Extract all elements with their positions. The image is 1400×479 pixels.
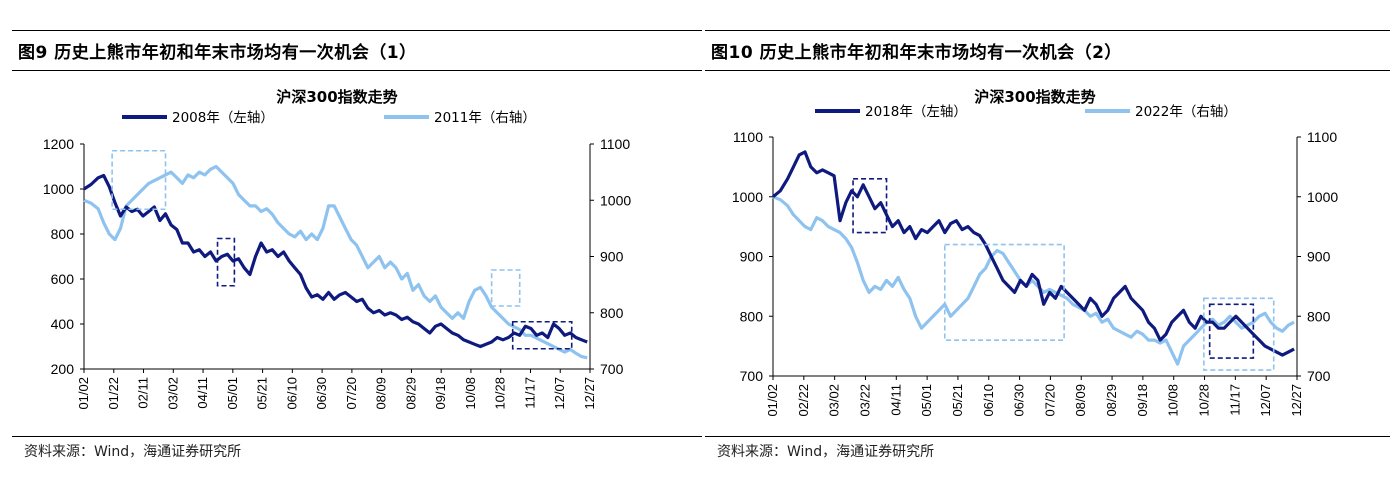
right-tick-label: 1100: [600, 136, 630, 152]
left-tick-label: 700: [740, 368, 764, 384]
right-tick-label: 800: [1307, 308, 1331, 324]
x-tick-label: 12/07: [1258, 384, 1273, 417]
x-tick-label: 07/20: [1042, 384, 1057, 417]
x-tick-label: 05/21: [255, 377, 270, 410]
right-tick-label: 700: [1307, 368, 1331, 384]
left-tick-label: 900: [740, 249, 764, 265]
x-tick-label: 10/08: [1166, 384, 1181, 417]
x-tick-label: 08/29: [403, 377, 418, 410]
bottom-rule: [12, 436, 702, 437]
x-tick-label: 10/28: [1197, 384, 1212, 417]
legend-label: 2008年（左轴）: [172, 110, 274, 126]
x-tick-label: 12/07: [552, 377, 567, 410]
highlight-box: [943, 243, 1065, 341]
x-tick-label: 12/27: [582, 377, 597, 410]
bottom-rule: [705, 436, 1390, 437]
x-tick-label: 10/28: [493, 377, 508, 410]
left-tick-label: 800: [740, 308, 764, 324]
x-tick-label: 07/20: [344, 377, 359, 410]
x-tick-label: 09/18: [1135, 384, 1150, 417]
x-tick-label: 03/02: [165, 377, 180, 410]
series-line-right: [772, 195, 1295, 366]
figure-10-panel: 图10 历史上熊市年初和年末市场均有一次机会（2） 沪深300指数走势 700 80…: [705, 0, 1390, 479]
x-tick-label: 09/18: [433, 377, 448, 410]
highlight-box: [490, 269, 521, 307]
x-tick-label: 11/17: [522, 377, 537, 409]
series-line-left: [83, 173, 588, 349]
series-line-left: [771, 150, 1295, 357]
source-note: 资料来源：Wind，海通证券研究所: [24, 444, 242, 460]
series-line-right: [83, 164, 588, 360]
x-tick-label: 05/01: [919, 384, 934, 417]
right-tick-label: 900: [1307, 249, 1331, 265]
left-tick-label: 600: [51, 271, 75, 287]
x-tick-label: 03/02: [827, 384, 842, 417]
highlight-box: [1208, 303, 1255, 359]
right-tick-label: 800: [600, 305, 624, 321]
highlight-box: [1203, 297, 1275, 371]
legend-label: 2022年（右轴）: [1135, 104, 1237, 120]
x-tick-label: 03/22: [857, 384, 872, 417]
x-tick-label: 04/11: [888, 384, 903, 416]
x-tick-label: 06/10: [981, 384, 996, 417]
x-tick-label: 05/01: [225, 377, 240, 410]
x-tick-label: 06/10: [284, 377, 299, 410]
left-tick-label: 1100: [733, 129, 763, 145]
chart-figure-9: 沪深300指数走势 200 400 600 800 1000 1200 700 800 900 10…: [43, 88, 632, 410]
x-tick-label: 04/11: [195, 377, 210, 409]
x-tick-label: 02/22: [796, 384, 811, 417]
left-tick-label: 200: [51, 361, 75, 377]
legend-label: 2011年（右轴）: [434, 110, 536, 126]
top-rule: [705, 30, 1390, 31]
highlight-box: [511, 320, 573, 350]
title-rule: [705, 70, 1390, 71]
left-tick-label: 400: [51, 316, 75, 332]
right-tick-label: 1000: [1307, 189, 1338, 205]
right-tick-label: 900: [600, 249, 624, 265]
x-tick-label: 02/11: [136, 377, 151, 409]
chart-figure-10: 沪深300指数走势 700 800 900 1000 1100 700 800 900 1000 1…: [732, 88, 1339, 417]
figure-9-panel: 图9 历史上熊市年初和年末市场均有一次机会（1） 沪深300指数走势 200 400…: [12, 0, 702, 479]
chart-title: 沪深300指数走势: [276, 88, 397, 106]
source-note: 资料来源：Wind，海通证券研究所: [717, 444, 935, 460]
left-tick-label: 1000: [732, 189, 763, 205]
highlight-box: [111, 149, 167, 211]
x-tick-label: 01/02: [76, 377, 91, 410]
right-tick-label: 1000: [600, 192, 631, 208]
x-tick-label: 01/02: [765, 384, 780, 417]
right-tick-label: 700: [600, 361, 624, 377]
top-rule: [12, 30, 702, 31]
x-tick-label: 11/17: [1227, 384, 1242, 416]
x-tick-label: 01/22: [106, 377, 121, 410]
x-tick-label: 08/29: [1104, 384, 1119, 417]
x-tick-label: 05/21: [950, 384, 965, 417]
figure-title: 图9 历史上熊市年初和年末市场均有一次机会（1）: [18, 43, 417, 63]
highlight-box: [852, 178, 888, 234]
chart-title: 沪深300指数走势: [974, 88, 1095, 106]
x-tick-label: 06/30: [1012, 384, 1027, 417]
left-tick-label: 800: [51, 226, 75, 242]
right-tick-label: 1100: [1307, 129, 1337, 145]
legend-label: 2018年（左轴）: [865, 104, 967, 120]
left-tick-label: 1200: [43, 136, 74, 152]
left-tick-label: 1000: [43, 181, 74, 197]
x-tick-label: 12/27: [1289, 384, 1304, 417]
x-tick-label: 06/30: [314, 377, 329, 410]
x-tick-label: 10/08: [463, 377, 478, 410]
highlight-box: [216, 237, 236, 287]
title-rule: [12, 70, 702, 71]
x-tick-label: 08/09: [374, 377, 389, 410]
figure-title: 图10 历史上熊市年初和年末市场均有一次机会（2）: [711, 43, 1122, 63]
x-tick-label: 08/09: [1073, 384, 1088, 417]
